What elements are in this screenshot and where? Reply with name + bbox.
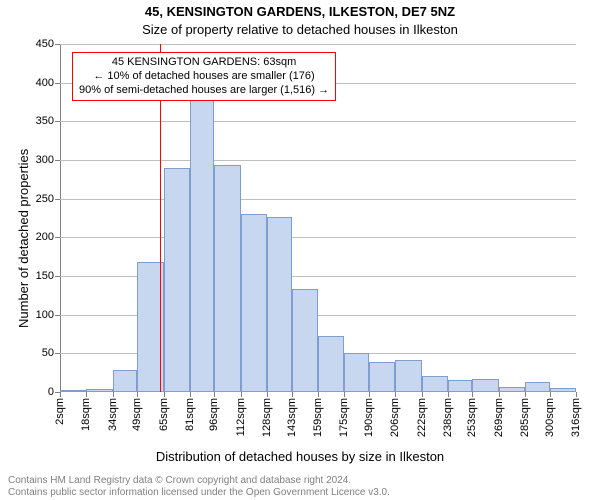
x-tick-mark [214, 392, 215, 397]
y-tick-label: 400 [36, 77, 60, 89]
annotation-line2: ← 10% of detached houses are smaller (17… [79, 70, 329, 84]
y-gridline [60, 121, 576, 122]
y-axis-label: Number of detached properties [16, 149, 31, 328]
x-tick-label: 190sqm [363, 398, 375, 437]
x-tick-mark [292, 392, 293, 397]
figure-root: { "titles": { "line1": "45, KENSINGTON G… [0, 0, 600, 500]
chart-title-line1: 45, KENSINGTON GARDENS, ILKESTON, DE7 5N… [0, 4, 600, 19]
histogram-bar [525, 382, 550, 392]
x-tick-label: 238sqm [442, 398, 454, 437]
x-tick-mark [60, 392, 61, 397]
y-tick-label: 450 [36, 38, 60, 50]
x-tick-mark [448, 392, 449, 397]
chart-title-line2: Size of property relative to detached ho… [0, 22, 600, 37]
x-tick-mark [86, 392, 87, 397]
y-tick-label: 150 [36, 270, 60, 282]
annotation-line3: 90% of semi-detached houses are larger (… [79, 84, 329, 98]
x-tick-mark [395, 392, 396, 397]
histogram-bar [214, 165, 240, 392]
histogram-bar [369, 362, 395, 392]
histogram-bar [86, 389, 112, 392]
histogram-bar [550, 388, 576, 392]
footer-attribution: Contains HM Land Registry data © Crown c… [8, 475, 390, 498]
histogram-bar [113, 370, 138, 392]
y-gridline [60, 199, 576, 200]
x-tick-label: 49sqm [131, 398, 143, 431]
y-tick-label: 0 [48, 386, 60, 398]
x-tick-label: 128sqm [261, 398, 273, 437]
x-tick-label: 300sqm [544, 398, 556, 437]
x-tick-mark [164, 392, 165, 397]
x-tick-label: 18sqm [80, 398, 92, 431]
histogram-bar [395, 360, 421, 392]
histogram-bar [344, 353, 369, 392]
y-gridline [60, 44, 576, 45]
x-tick-label: 206sqm [389, 398, 401, 437]
histogram-bar [292, 289, 318, 392]
x-tick-label: 159sqm [312, 398, 324, 437]
x-tick-mark [137, 392, 138, 397]
y-gridline [60, 237, 576, 238]
y-axis-line [60, 44, 61, 392]
histogram-bar [448, 380, 473, 392]
histogram-bar [318, 336, 344, 392]
histogram-bar [60, 390, 86, 392]
x-tick-label: 269sqm [493, 398, 505, 437]
x-tick-mark [576, 392, 577, 397]
x-tick-label: 96sqm [208, 398, 220, 431]
histogram-bar [190, 87, 215, 392]
y-tick-label: 200 [36, 231, 60, 243]
annotation-line1: 45 KENSINGTON GARDENS: 63sqm [79, 56, 329, 70]
x-tick-label: 65sqm [158, 398, 170, 431]
x-tick-label: 175sqm [338, 398, 350, 437]
x-tick-mark [190, 392, 191, 397]
histogram-bar [267, 217, 292, 392]
x-tick-mark [369, 392, 370, 397]
footer-line1: Contains HM Land Registry data © Crown c… [8, 475, 390, 487]
annotation-box: 45 KENSINGTON GARDENS: 63sqm ← 10% of de… [72, 52, 336, 101]
y-gridline [60, 160, 576, 161]
x-tick-label: 253sqm [466, 398, 478, 437]
histogram-bar [164, 168, 190, 392]
x-tick-mark [472, 392, 473, 397]
x-tick-mark [525, 392, 526, 397]
x-tick-mark [241, 392, 242, 397]
x-tick-mark [422, 392, 423, 397]
x-tick-label: 81sqm [184, 398, 196, 431]
x-axis-label: Distribution of detached houses by size … [0, 449, 600, 464]
x-tick-label: 222sqm [416, 398, 428, 437]
histogram-bar [499, 387, 525, 392]
histogram-bar [241, 214, 267, 392]
x-tick-mark [550, 392, 551, 397]
histogram-bar [472, 379, 498, 392]
x-tick-label: 2sqm [54, 398, 66, 425]
x-tick-label: 285sqm [519, 398, 531, 437]
x-tick-mark [267, 392, 268, 397]
x-tick-mark [344, 392, 345, 397]
y-tick-label: 250 [36, 193, 60, 205]
y-tick-label: 50 [42, 347, 60, 359]
y-tick-label: 100 [36, 309, 60, 321]
x-tick-mark [499, 392, 500, 397]
x-tick-label: 34sqm [107, 398, 119, 431]
x-tick-mark [318, 392, 319, 397]
x-tick-label: 112sqm [235, 398, 247, 436]
histogram-bar [422, 376, 448, 392]
y-tick-label: 350 [36, 115, 60, 127]
footer-line2: Contains public sector information licen… [8, 487, 390, 499]
x-tick-label: 143sqm [286, 398, 298, 437]
y-tick-label: 300 [36, 154, 60, 166]
x-tick-mark [113, 392, 114, 397]
x-tick-label: 316sqm [570, 398, 582, 437]
